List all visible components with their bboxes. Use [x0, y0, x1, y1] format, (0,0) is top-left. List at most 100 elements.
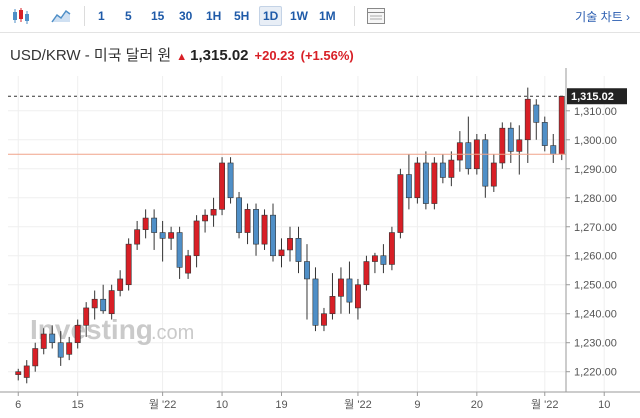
candle-body: [363, 261, 370, 286]
candlestick-icon[interactable]: [10, 6, 32, 26]
instrument-header: USD/KRW - 미국 달러 원 ▲ 1,315.02 +20.23 (+1.56%): [10, 44, 354, 65]
candle-body: [108, 290, 115, 315]
candle-body: [15, 371, 22, 375]
candle-body: [278, 249, 285, 257]
candle-body: [312, 278, 319, 326]
candle-body: [405, 174, 412, 199]
toolbar-separator: [84, 6, 85, 26]
candle-body: [219, 162, 225, 210]
candle-body: [66, 342, 73, 355]
timeframe-5[interactable]: 5: [125, 9, 132, 23]
y-tick-label: 1,250.00: [574, 280, 617, 292]
candle-body: [499, 127, 506, 164]
candle-body: [439, 162, 446, 178]
candle-body: [346, 278, 353, 303]
candle-body: [193, 220, 200, 257]
up-arrow-icon: ▲: [176, 51, 188, 63]
candle-body: [57, 342, 64, 358]
candle-body: [448, 159, 455, 178]
candle-body: [125, 243, 132, 286]
x-tick-label: 15: [72, 399, 84, 411]
candle-body: [524, 98, 531, 141]
candle-body: [168, 232, 175, 239]
table-view-icon[interactable]: [365, 6, 387, 26]
watermark-suffix: .com: [151, 322, 194, 344]
candle-body: [261, 214, 268, 245]
y-tick-label: 1,270.00: [574, 222, 617, 234]
candle-body: [142, 217, 149, 230]
candle-body: [236, 197, 242, 233]
timeframe-1h[interactable]: 1H: [206, 9, 222, 23]
chart-toolbar: 1 5 15 30 1H 5H 1D 1W 1M 기술 차트 ›: [0, 0, 640, 33]
candle-body: [456, 142, 463, 161]
y-tick-label: 1,260.00: [574, 251, 617, 263]
price-lines: 1,315.02: [8, 88, 627, 155]
technical-chart-link[interactable]: 기술 차트 ›: [575, 10, 630, 24]
instrument-name: USD/KRW - 미국 달러 원: [10, 47, 172, 64]
price-change: +20.23: [254, 48, 295, 63]
candle-body: [304, 261, 310, 280]
x-tick-label: 10: [598, 399, 610, 411]
candle-body: [49, 333, 56, 344]
last-price: 1,315.02: [190, 47, 249, 64]
timeframe-1m[interactable]: 1M: [319, 9, 336, 23]
y-tick-label: 1,310.00: [574, 106, 617, 118]
timeframe-1[interactable]: 1: [98, 9, 105, 23]
candle-body: [371, 255, 378, 262]
candle-body: [465, 142, 472, 170]
candle-body: [355, 284, 361, 309]
current-price-badge: [567, 88, 627, 105]
candle-body: [380, 255, 387, 265]
x-tick-label: 20: [471, 399, 483, 411]
candle-body: [338, 278, 344, 297]
candle-body: [431, 162, 438, 204]
candle-body: [32, 348, 39, 367]
candle-body: [414, 162, 421, 199]
y-tick-label: 1,300.00: [574, 135, 617, 147]
candle-body: [541, 122, 548, 146]
x-tick-label: 월 '22: [149, 398, 177, 411]
candle-body: [244, 209, 251, 233]
candle-body: [270, 214, 276, 257]
candle-body: [185, 255, 192, 274]
x-axis: 6 15 월 '22 10 19 월 '22 9 20 월 '22 10: [0, 391, 640, 411]
x-tick-label: 9: [414, 399, 420, 411]
candle-body: [74, 325, 81, 344]
y-tick-label: 1,280.00: [574, 193, 617, 205]
x-tick-label: 10: [216, 399, 228, 411]
candle-body: [100, 298, 107, 312]
candle-body: [176, 232, 183, 268]
candle-body: [490, 162, 497, 187]
candle-body: [287, 238, 293, 251]
x-tick-label: 월 '22: [531, 398, 559, 411]
candle-body: [253, 209, 259, 245]
timeframe-30[interactable]: 30: [179, 9, 193, 23]
timeframe-15[interactable]: 15: [151, 9, 165, 23]
y-tick-label: 1,230.00: [574, 338, 617, 350]
candle-body: [507, 127, 514, 152]
x-tick-label: 19: [275, 399, 287, 411]
toolbar-separator: [354, 6, 355, 26]
candle-body: [91, 298, 98, 309]
watermark-brand: Investing: [30, 314, 153, 345]
x-tick-label: 월 '22: [344, 398, 372, 411]
candle-body: [23, 365, 30, 378]
candle-body: [482, 139, 489, 187]
timeframe-1w[interactable]: 1W: [290, 9, 308, 23]
area-chart-icon[interactable]: [50, 6, 72, 26]
candle-body: [397, 174, 404, 233]
y-tick-label: 1,240.00: [574, 309, 617, 321]
candle-body: [117, 278, 124, 291]
x-tick-label: 6: [15, 399, 21, 411]
candle-body: [516, 139, 523, 152]
candle-body: [151, 217, 158, 233]
candle-body: [533, 104, 540, 123]
candle-body: [210, 209, 217, 216]
timeframe-5h[interactable]: 5H: [234, 9, 250, 23]
candle-body: [83, 307, 90, 326]
timeframe-1d[interactable]: 1D: [259, 6, 283, 26]
candle-body: [558, 95, 565, 155]
y-tick-label: 1,290.00: [574, 164, 617, 176]
candle-body: [227, 162, 234, 199]
